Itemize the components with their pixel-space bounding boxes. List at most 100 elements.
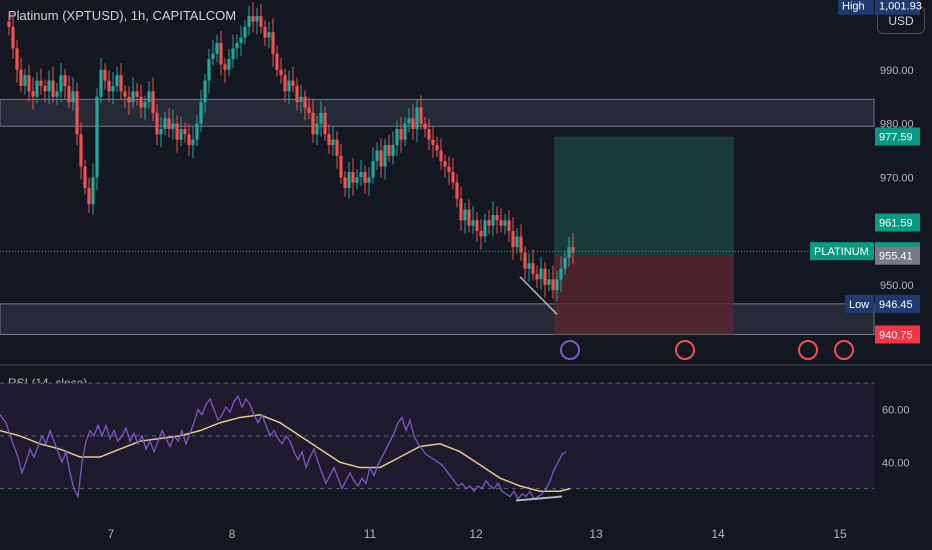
candle-body: [31, 91, 35, 97]
candle-body: [495, 214, 499, 221]
candle-body: [79, 134, 83, 167]
event-icon: [834, 340, 854, 360]
candle-body: [351, 171, 355, 183]
zone-support: [0, 303, 875, 335]
candle-body: [155, 112, 159, 135]
candle-body: [255, 16, 259, 22]
candle-body: [99, 69, 103, 97]
price-label: 1,001.93 High: [838, 0, 922, 15]
price-label-value: 940.75: [879, 329, 913, 341]
candle-body: [511, 231, 515, 248]
candle-body: [455, 182, 459, 199]
candle-body: [299, 96, 303, 103]
candle-body: [11, 26, 15, 49]
price-label-box: [875, 246, 920, 265]
candle-body: [359, 171, 363, 178]
candle-body: [35, 80, 39, 97]
candle-body: [271, 32, 275, 54]
candle-body: [67, 85, 71, 103]
candle-body: [479, 231, 483, 237]
candle-body: [343, 177, 347, 189]
candle-body: [447, 166, 451, 172]
price-label-tag: PLATINUM: [814, 246, 869, 258]
candle-body: [15, 48, 19, 70]
rsi-ma-line: [0, 414, 571, 493]
candle-body: [531, 263, 535, 275]
rsi-tick-label: 60.00: [882, 405, 910, 417]
price-label-value: 1,001.93: [879, 1, 922, 13]
price-label-box: [875, 127, 920, 146]
candle-body: [563, 257, 567, 269]
candle-body: [307, 107, 311, 113]
price-label-value: 961.59: [879, 218, 913, 230]
x-tick-label: 8: [229, 527, 236, 541]
candle-body: [395, 128, 399, 146]
candle-body: [179, 128, 183, 140]
candle-body: [471, 220, 475, 226]
y-tick-label: 990.00: [880, 65, 914, 77]
symbol-title: Platinum (XPTUSD), 1h, CAPITALCOM: [8, 8, 237, 23]
candle-body: [199, 102, 203, 124]
candle-body: [87, 188, 91, 205]
rsi-divergence-line: [515, 495, 563, 502]
candle-body: [135, 91, 139, 97]
candle-body: [163, 118, 167, 129]
price-label-tag: High: [842, 1, 865, 13]
candle-body: [411, 118, 415, 129]
candle-body: [415, 107, 419, 129]
candle-body: [191, 139, 195, 146]
candle-body: [467, 209, 471, 226]
candle-body: [431, 139, 435, 146]
candle-body: [51, 80, 55, 97]
candle-body: [231, 48, 235, 60]
candle-body: [259, 16, 263, 27]
x-tick-label: 12: [469, 527, 483, 541]
candle-body: [571, 247, 575, 253]
event-icon: [560, 340, 580, 360]
x-tick-label: 11: [364, 527, 377, 541]
price-label-box: [875, 325, 920, 344]
candle-body: [559, 268, 563, 280]
price-label-value: 955.41: [879, 251, 913, 263]
zone-resistance: [0, 98, 875, 127]
candle-body: [279, 69, 283, 76]
candle-body: [27, 75, 31, 92]
candle-body: [459, 198, 463, 221]
candle-body: [327, 134, 331, 146]
candle-body: [187, 134, 191, 146]
candle-body: [487, 220, 491, 226]
price-label: 961.59: [875, 213, 920, 232]
candle-body: [183, 128, 187, 135]
candle-body: [339, 155, 343, 178]
y-tick-label: 970.00: [880, 172, 914, 184]
candle-body: [475, 220, 479, 232]
candle-body: [419, 107, 423, 124]
candle-body: [23, 75, 27, 86]
price-label-tag-box: [838, 0, 874, 15]
candle-body: [347, 171, 351, 189]
candle-body: [355, 177, 359, 183]
candle-body: [427, 128, 431, 140]
candle-body: [119, 75, 123, 92]
candle-body: [543, 268, 547, 285]
candle-body: [219, 42, 223, 65]
candle-body: [499, 220, 503, 226]
candle-body: [239, 37, 243, 43]
price-label-tag-box: [810, 242, 874, 261]
candle-body: [227, 59, 231, 70]
candle-body: [267, 32, 271, 38]
candle-body: [407, 118, 411, 124]
candle-body: [503, 220, 507, 226]
candle-body: [223, 64, 227, 70]
candle-body: [323, 112, 327, 135]
zone-take-profit: [554, 136, 734, 256]
candle-body: [263, 26, 267, 38]
candle-body: [107, 80, 111, 92]
candle-body: [19, 69, 23, 86]
candle-body: [143, 102, 147, 108]
price-label-tag: Low: [849, 299, 869, 311]
price-label: 940.75: [875, 325, 920, 344]
candle-body: [539, 268, 543, 280]
candle-body: [367, 177, 371, 183]
